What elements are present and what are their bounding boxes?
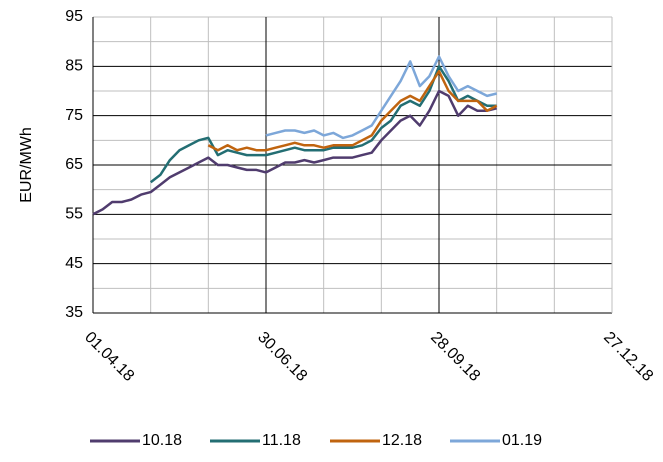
x-tick-label: 27.12.18	[600, 329, 656, 385]
y-tick-label: 95	[65, 8, 83, 25]
legend-label: 11.18	[262, 432, 301, 449]
y-tick-label: 55	[65, 206, 83, 223]
series-line	[92, 89, 498, 216]
series-line	[207, 70, 498, 152]
y-tick-label: 45	[65, 255, 83, 272]
series-line	[149, 65, 497, 184]
x-tick-label: 01.04.18	[81, 329, 137, 385]
x-tick-label: 28.09.18	[427, 329, 483, 385]
x-tick-label: 30.06.18	[254, 329, 310, 385]
y-tick-label: 75	[65, 107, 83, 124]
series-line	[265, 55, 498, 140]
y-axis-label: EUR/MWh	[18, 127, 35, 203]
legend-label: 01.19	[502, 432, 542, 449]
legend-label: 10.18	[142, 432, 182, 449]
y-tick-label: 35	[65, 304, 83, 321]
legend-label: 12.18	[382, 432, 422, 449]
y-tick-label: 65	[65, 156, 83, 173]
y-tick-label: 85	[65, 58, 83, 75]
